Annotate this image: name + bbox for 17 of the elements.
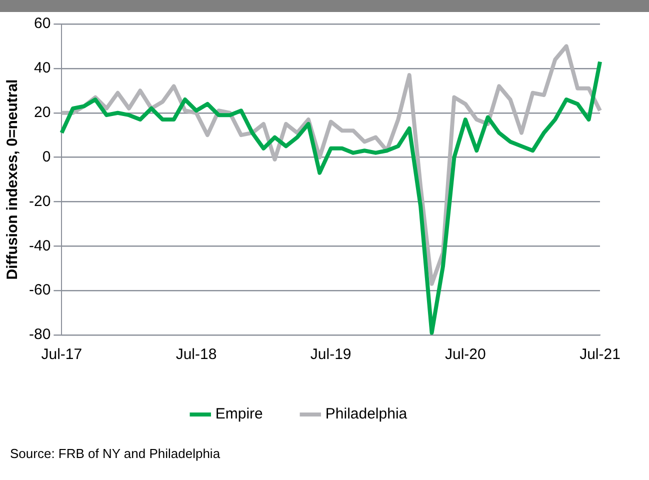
legend-label: Philadelphia	[325, 406, 408, 423]
source-note: Source: FRB of NY and Philadelphia	[10, 446, 220, 461]
y-tick-label: 20	[34, 104, 51, 121]
y-tick-label: 40	[34, 60, 51, 77]
y-axis-title: Diffusion indexes, 0=neutral	[4, 79, 22, 280]
y-tick-label: 0	[42, 148, 51, 166]
x-tick-label: Jul-21	[580, 346, 620, 364]
y-tick-label: -80	[28, 326, 51, 344]
legend-label: Empire	[215, 406, 263, 423]
y-tick-label: 60	[34, 15, 51, 32]
y-tick-label: -20	[28, 192, 51, 210]
x-tick-label: Jul-18	[176, 346, 217, 364]
x-tick-label: Jul-17	[41, 346, 82, 364]
x-tick-label: Jul-20	[444, 346, 486, 364]
x-tick-label: Jul-19	[310, 346, 352, 364]
y-tick-label: -60	[28, 282, 51, 299]
y-tick-label: -40	[28, 237, 51, 254]
